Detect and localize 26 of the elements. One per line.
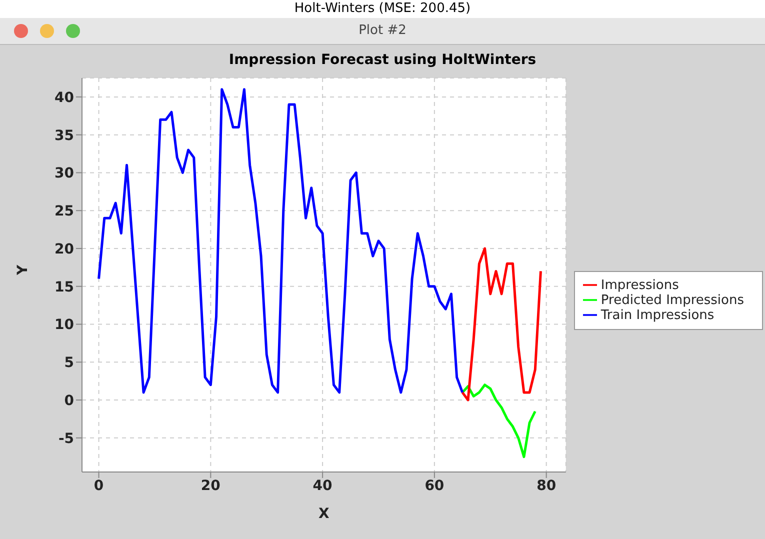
legend-label: Train Impressions [600,308,714,322]
x-tick-label: 20 [200,478,221,494]
y-tick-label: 20 [54,241,74,258]
y-tick-label: 25 [54,204,74,220]
x-tick-label: 60 [424,478,444,494]
x-tick-label: 80 [536,478,556,494]
legend-label: Impressions [600,278,679,292]
y-tick-label: 10 [54,317,74,334]
x-tick-label: 40 [312,478,333,494]
y-axis-title: Y [14,264,31,276]
y-tick-label: 35 [54,128,74,144]
line-series [98,88,464,394]
text: Holt-Winters (MSE: 200.45) [0,0,765,18]
y-tick-label: 15 [54,279,74,296]
y-tick-label: -5 [58,430,74,447]
legend-label: Predicted Impressions [600,292,744,308]
text: Plot #2 [0,18,765,45]
x-axis-title: X [318,506,330,522]
y-tick-label: 30 [54,166,74,182]
y-tick-label: 40 [54,90,74,106]
line-series [461,384,536,458]
y-tick-label: 5 [64,355,74,372]
line-series [461,247,542,402]
y-tick-label: 0 [64,392,74,409]
x-tick-label: 0 [94,478,104,494]
chart-title: Impression Forecast using HoltWinters [228,52,538,68]
